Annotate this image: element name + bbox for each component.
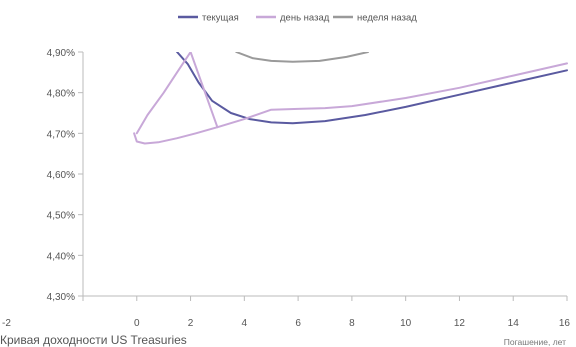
y-tick-label: 4,30% xyxy=(47,292,75,303)
x-axis-label: Погашение, лет xyxy=(504,337,566,347)
x-tick-label: 4 xyxy=(242,318,248,329)
plot-area xyxy=(134,52,567,144)
legend-label: день назад xyxy=(280,13,330,24)
legend-label: текущая xyxy=(202,13,239,24)
x-tick-label: 0 xyxy=(134,318,140,329)
x-tick-label: 8 xyxy=(349,318,355,329)
series-line-день-назад xyxy=(137,52,567,133)
series-line-неделя-назад xyxy=(236,52,368,62)
legend: текущая день назад неделя назад xyxy=(178,13,417,24)
y-axis: 4,30% 4,40% 4,50% 4,60% 4,70% 4,80% 4,90% xyxy=(47,48,83,303)
chart-caption: Кривая доходности US Treasuries xyxy=(0,333,187,347)
x-tick-label: 12 xyxy=(454,318,466,329)
x-tick-label: 2 xyxy=(188,318,194,329)
y-tick-label: 4,40% xyxy=(47,251,75,262)
legend-label: неделя назад xyxy=(357,13,417,24)
x-tick-label: 14 xyxy=(508,318,520,329)
x-tick-label: 10 xyxy=(400,318,412,329)
y-tick-label: 4,90% xyxy=(47,48,75,59)
x-tick-label: 16 xyxy=(559,318,571,329)
x-axis: -2 0 2 4 6 8 10 12 14 16 xyxy=(2,296,570,329)
y-tick-label: 4,50% xyxy=(47,211,75,222)
x-tick-label: -2 xyxy=(2,318,11,329)
y-tick-label: 4,60% xyxy=(47,170,75,181)
series-line-текущая xyxy=(177,52,567,123)
y-tick-label: 4,80% xyxy=(47,89,75,100)
series-line-день-назад-segment xyxy=(134,127,217,143)
x-tick-label: 6 xyxy=(295,318,301,329)
y-tick-label: 4,70% xyxy=(47,129,75,140)
